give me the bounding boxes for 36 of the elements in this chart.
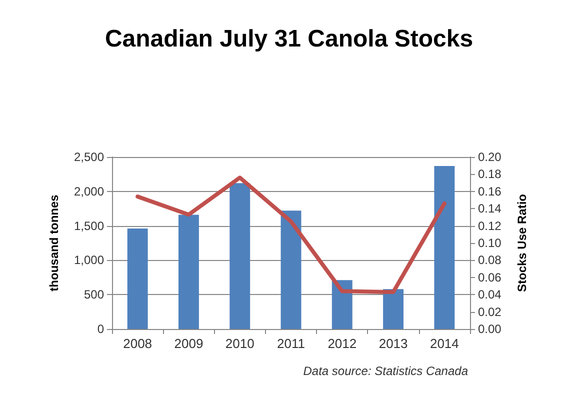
y-tick-label: 2,000 (74, 184, 104, 198)
chart-title: Canadian July 31 Canola Stocks (104, 26, 474, 52)
y2-tick-label: 0.00 (478, 322, 502, 336)
y2-tick-label: 0.02 (478, 304, 502, 319)
y-tick-label: 2,500 (74, 150, 104, 164)
y2-tick-label: 0.14 (478, 202, 502, 216)
y-axis-title: thousand tonnes (47, 194, 61, 292)
y-tick-label: 1,000 (74, 253, 104, 268)
bar (383, 289, 404, 329)
x-tick-label: 2013 (378, 336, 408, 351)
y2-tick-label: 0.12 (478, 218, 502, 233)
x-tick-label: 2012 (328, 336, 357, 351)
y2-tick-label: 0.06 (478, 270, 502, 284)
line-series (136, 176, 446, 294)
y2-tick-label: 0.08 (478, 253, 502, 268)
bar (332, 280, 352, 329)
y2-tick-label: 0.20 (478, 150, 502, 164)
y2-tick-label: 0.10 (478, 236, 502, 250)
bar (127, 228, 148, 329)
y-tick-label: 0 (97, 322, 104, 336)
y-tick-label: 500 (84, 288, 104, 302)
y2-tick-label: 0.16 (478, 184, 502, 198)
y2-tick-label: 0.04 (478, 288, 502, 302)
source-note: Data source: Statistics Canada (303, 364, 468, 378)
x-tick-label: 2010 (225, 336, 254, 351)
bar (178, 214, 199, 329)
x-tick-label: 2014 (430, 336, 459, 351)
bar (230, 183, 250, 329)
x-tick-label: 2011 (277, 336, 305, 351)
x-tick-label: 2008 (123, 336, 152, 351)
y2-axis-title: Stocks Use Ratio (515, 194, 529, 292)
x-tick-label: 2009 (174, 336, 204, 351)
y-tick-label: 1,500 (74, 218, 104, 233)
y2-tick-label: 0.18 (478, 167, 502, 182)
bar (280, 210, 302, 329)
bar (434, 166, 455, 329)
